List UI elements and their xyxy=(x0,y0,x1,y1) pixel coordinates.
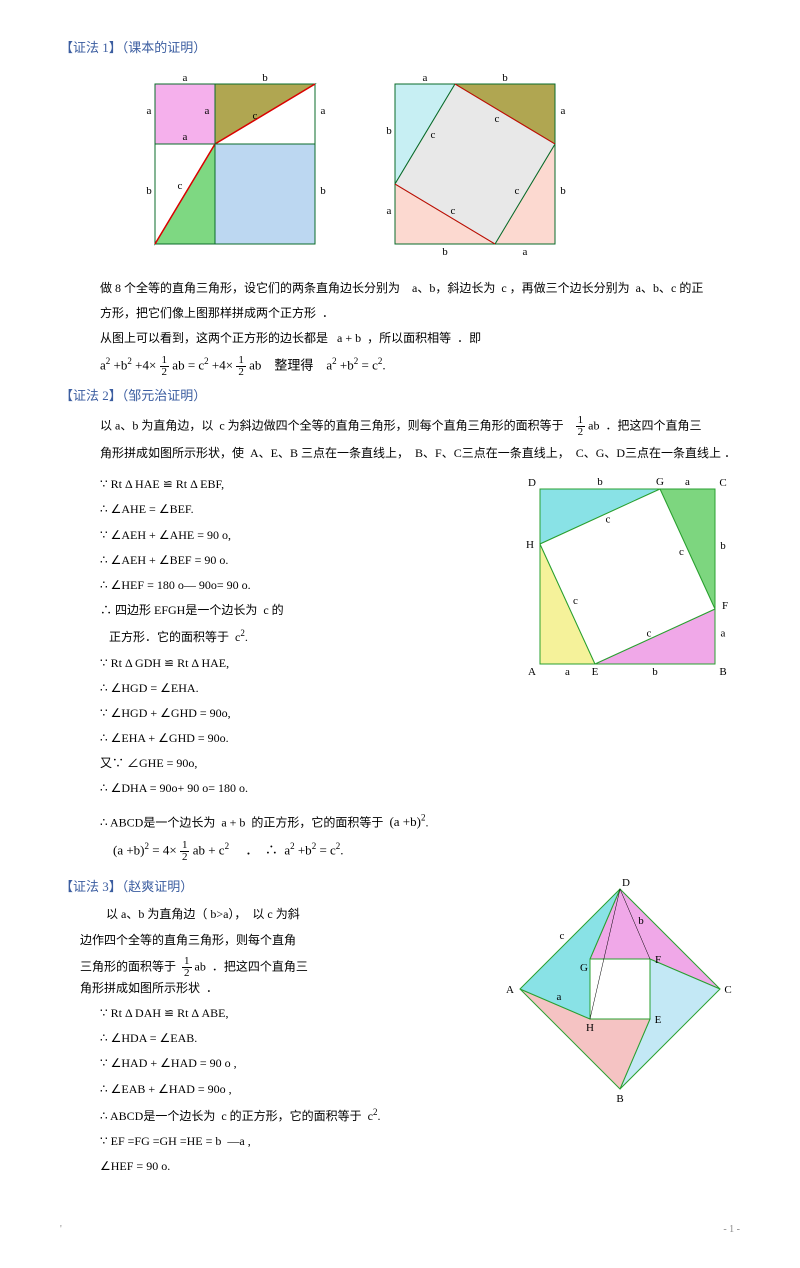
p2-s1: ∵ Rt Δ HAE ≌ Rt Δ EBF, xyxy=(100,475,500,494)
p2-s5: ∴ ∠HEF = 180 o— 90o= 90 o. xyxy=(100,576,500,595)
svg-text:F: F xyxy=(655,954,661,966)
svg-text:a: a xyxy=(523,246,528,258)
p2-s11: ∴ ∠EHA + ∠GHD = 90o. xyxy=(100,729,500,748)
svg-text:a: a xyxy=(721,628,726,640)
svg-text:C: C xyxy=(724,984,731,996)
p2-line1: 以 a、b 为直角边，以 c 为斜边做四个全等的直角三角形，则每个直角三角形的面… xyxy=(100,415,740,438)
p3-s2: ∴ ∠HDA = ∠EAB. xyxy=(100,1029,480,1048)
svg-text:b: b xyxy=(597,476,603,488)
svg-text:B: B xyxy=(719,666,726,678)
p2-eq: (a +b)2 = 4× 12 ab + c2 ． ∴ a2 +b2 = c2. xyxy=(100,839,740,863)
svg-text:G: G xyxy=(580,962,588,974)
svg-text:a: a xyxy=(387,205,392,217)
svg-text:G: G xyxy=(656,476,664,488)
proof1-title: 【证法 1】（课本的证明） xyxy=(60,38,740,59)
p2-s4: ∴ ∠AEH + ∠BEF = 90 o. xyxy=(100,551,500,570)
svg-text:c: c xyxy=(647,628,652,640)
p3-s1: ∵ Rt Δ DAH ≌ Rt Δ ABE, xyxy=(100,1004,480,1023)
svg-text:c: c xyxy=(495,113,500,125)
svg-text:b: b xyxy=(502,72,508,84)
svg-text:c: c xyxy=(606,514,611,526)
svg-text:a: a xyxy=(423,72,428,84)
svg-text:c: c xyxy=(560,930,565,942)
p2-s2: ∴ ∠AHE = ∠BEF. xyxy=(100,500,500,519)
p3-l2: 边作四个全等的直角三角形，则每个直角 xyxy=(80,931,480,950)
svg-text:D: D xyxy=(622,877,630,889)
p2-s13: ∴ ∠DHA = 90o+ 90 o= 180 o. xyxy=(100,779,500,798)
svg-text:H: H xyxy=(526,539,534,551)
svg-text:E: E xyxy=(655,1014,662,1026)
svg-text:a: a xyxy=(183,131,188,143)
p2-s12: 又∵ ∠GHE = 90o, xyxy=(100,754,500,773)
p2-s3: ∵ ∠AEH + ∠AHE = 90 o, xyxy=(100,526,500,545)
svg-text:F: F xyxy=(722,600,728,612)
svg-text:b: b xyxy=(720,540,726,552)
svg-text:c: c xyxy=(679,546,684,558)
p3-l1: 以 a、b 为直角边（ b>a）， 以 c 为斜 xyxy=(100,905,480,924)
svg-text:b: b xyxy=(262,72,268,84)
svg-text:B: B xyxy=(616,1093,623,1105)
svg-text:c: c xyxy=(515,185,520,197)
svg-text:A: A xyxy=(528,666,536,678)
svg-text:b: b xyxy=(320,185,326,197)
svg-text:a: a xyxy=(685,476,690,488)
svg-text:a: a xyxy=(565,666,570,678)
p2-s6: ∴ 四边形 EFGH是一个边长为 c 的 xyxy=(100,601,500,620)
svg-text:c: c xyxy=(253,110,258,122)
svg-text:E: E xyxy=(592,666,599,678)
figure-2: a b b a a b b a c c c c xyxy=(380,69,580,269)
p2-s9: ∴ ∠HGD = ∠EHA. xyxy=(100,679,500,698)
svg-text:b: b xyxy=(652,666,658,678)
p3-l4: 角形拼成如图所示形状 ． xyxy=(80,979,480,998)
p2-s7: 正方形．它的面积等于 c2. xyxy=(100,626,500,647)
svg-text:a: a xyxy=(205,105,210,117)
svg-text:b: b xyxy=(560,185,566,197)
svg-text:b: b xyxy=(146,185,152,197)
figure-4: D C B A G F E Hc b a xyxy=(500,869,740,1109)
svg-text:a: a xyxy=(561,105,566,117)
p1-line3: 从图上可以看到，这两个正方形的边长都是 a + b ，所以面积相等 ．即 xyxy=(100,329,740,348)
svg-text:c: c xyxy=(178,180,183,192)
p1-line2: 方形，把它们像上图那样拼成两个正方形 ． xyxy=(100,304,740,323)
p2-s8: ∵ Rt Δ GDH ≌ Rt Δ HAE, xyxy=(100,654,500,673)
figure-3: D C B A G F E Hb a b a a b c c c c xyxy=(520,469,740,689)
svg-text:H: H xyxy=(586,1022,594,1034)
svg-text:a: a xyxy=(557,991,562,1003)
svg-text:b: b xyxy=(442,246,448,258)
p2-line2: 角形拼成如图所示形状，使 A、E、B 三点在一条直线上， B、F、C三点在一条直… xyxy=(100,444,740,463)
svg-text:b: b xyxy=(638,915,644,927)
p3-l3: 三角形的面积等于 12 ab ．把这四个直角三 xyxy=(80,956,480,979)
p3-s6: ∵ EF =FG =GH =HE = b —a , xyxy=(100,1132,480,1151)
svg-text:a: a xyxy=(147,105,152,117)
p3-s4: ∴ ∠EAB + ∠HAD = 90o , xyxy=(100,1080,480,1099)
p3-s5: ∴ ABCD是一个边长为 c 的正方形，它的面积等于 c2. xyxy=(100,1105,480,1126)
figure-1: a b a b a b a a c c xyxy=(140,69,340,269)
p2-s10: ∵ ∠HGD + ∠GHD = 90o, xyxy=(100,704,500,723)
svg-text:b: b xyxy=(386,125,392,137)
svg-text:A: A xyxy=(506,984,514,996)
svg-text:c: c xyxy=(573,595,578,607)
p3-s3: ∵ ∠HAD + ∠HAD = 90 o , xyxy=(100,1054,480,1073)
svg-text:D: D xyxy=(528,477,536,489)
footer-left: ' xyxy=(60,1222,62,1238)
figures-row-1: a b a b a b a a c c a b b a a b b a c c c c xyxy=(140,69,740,269)
proof3-title: 【证法 3】（赵爽证明） xyxy=(60,877,480,898)
p2-s14: ∴ ABCD是一个边长为 a + b 的正方形，它的面积等于 (a +b)2. xyxy=(100,811,740,833)
p1-equation: a2 +b2 +4× 12 ab = c2 +4× 12 ab 整理得 a2 +… xyxy=(100,354,740,378)
proof2-title: 【证法 2】（邹元治证明） xyxy=(60,386,740,407)
svg-text:c: c xyxy=(451,205,456,217)
svg-text:c: c xyxy=(431,129,436,141)
page-footer: ' - 1 - xyxy=(60,1222,740,1238)
p1-line1: 做 8 个全等的直角三角形，设它们的两条直角边长分别为 a、b，斜边长为 c ，… xyxy=(100,279,740,298)
p3-s7: ∠HEF = 90 o. xyxy=(100,1157,480,1176)
svg-text:a: a xyxy=(321,105,326,117)
svg-text:a: a xyxy=(183,72,188,84)
page-number: - 1 - xyxy=(723,1222,740,1238)
svg-text:C: C xyxy=(719,477,726,489)
